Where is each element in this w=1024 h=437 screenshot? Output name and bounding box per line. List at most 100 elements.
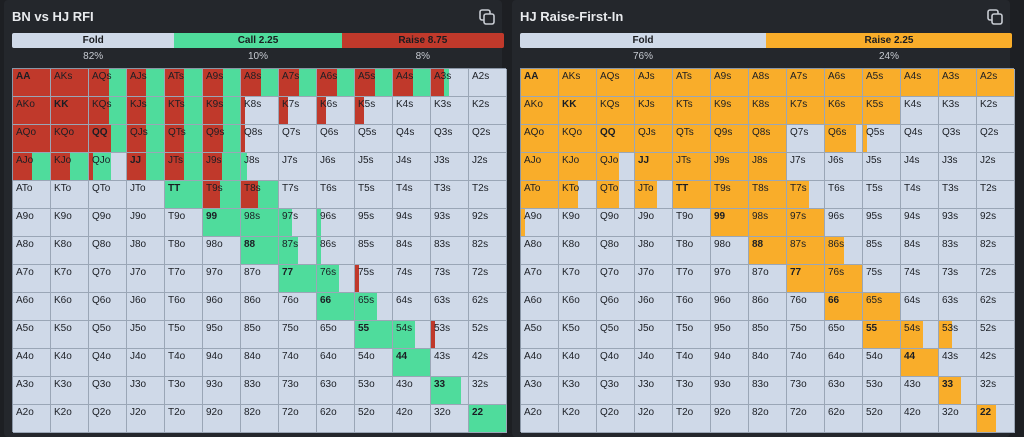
hand-cell-t3o[interactable]: T3o bbox=[165, 377, 203, 405]
hand-cell-a4s[interactable]: A4s bbox=[901, 69, 939, 97]
hand-cell-44[interactable]: 44 bbox=[901, 349, 939, 377]
hand-cell-t9s[interactable]: T9s bbox=[711, 181, 749, 209]
hand-cell-64o[interactable]: 64o bbox=[825, 349, 863, 377]
hand-cell-qjo[interactable]: QJo bbox=[89, 153, 127, 181]
hand-cell-94s[interactable]: 94s bbox=[393, 209, 431, 237]
hand-cell-98o[interactable]: 98o bbox=[711, 237, 749, 265]
hand-cell-kjs[interactable]: KJs bbox=[635, 97, 673, 125]
hand-cell-a6s[interactable]: A6s bbox=[825, 69, 863, 97]
hand-cell-86s[interactable]: 86s bbox=[317, 237, 355, 265]
hand-cell-63o[interactable]: 63o bbox=[317, 377, 355, 405]
hand-cell-j4o[interactable]: J4o bbox=[127, 349, 165, 377]
hand-cell-95s[interactable]: 95s bbox=[355, 209, 393, 237]
hand-cell-t3s[interactable]: T3s bbox=[939, 181, 977, 209]
hand-cell-54s[interactable]: 54s bbox=[901, 321, 939, 349]
hand-cell-65s[interactable]: 65s bbox=[355, 293, 393, 321]
hand-cell-t2o[interactable]: T2o bbox=[673, 405, 711, 433]
hand-cell-q3s[interactable]: Q3s bbox=[431, 125, 469, 153]
hand-cell-a5o[interactable]: A5o bbox=[13, 321, 51, 349]
hand-cell-85s[interactable]: 85s bbox=[355, 237, 393, 265]
hand-cell-kqo[interactable]: KQo bbox=[559, 125, 597, 153]
hand-cell-63o[interactable]: 63o bbox=[825, 377, 863, 405]
hand-cell-93o[interactable]: 93o bbox=[203, 377, 241, 405]
hand-cell-q6o[interactable]: Q6o bbox=[597, 293, 635, 321]
hand-cell-98s[interactable]: 98s bbox=[241, 209, 279, 237]
hand-cell-73o[interactable]: 73o bbox=[787, 377, 825, 405]
hand-cell-tt[interactable]: TT bbox=[165, 181, 203, 209]
hand-cell-83o[interactable]: 83o bbox=[749, 377, 787, 405]
hand-cell-t6s[interactable]: T6s bbox=[825, 181, 863, 209]
hand-cell-j2s[interactable]: J2s bbox=[977, 153, 1015, 181]
hand-cell-t4s[interactable]: T4s bbox=[901, 181, 939, 209]
hand-cell-a8o[interactable]: A8o bbox=[13, 237, 51, 265]
hand-cell-j7o[interactable]: J7o bbox=[635, 265, 673, 293]
hand-cell-q2o[interactable]: Q2o bbox=[597, 405, 635, 433]
hand-cell-j4s[interactable]: J4s bbox=[393, 153, 431, 181]
hand-cell-k4o[interactable]: K4o bbox=[51, 349, 89, 377]
hand-cell-t5s[interactable]: T5s bbox=[863, 181, 901, 209]
hand-cell-97s[interactable]: 97s bbox=[787, 209, 825, 237]
hand-cell-95o[interactable]: 95o bbox=[203, 321, 241, 349]
hand-cell-87s[interactable]: 87s bbox=[787, 237, 825, 265]
hand-cell-a9s[interactable]: A9s bbox=[711, 69, 749, 97]
hand-cell-j8o[interactable]: J8o bbox=[127, 237, 165, 265]
hand-cell-a5s[interactable]: A5s bbox=[355, 69, 393, 97]
hand-cell-32o[interactable]: 32o bbox=[939, 405, 977, 433]
hand-cell-a3s[interactable]: A3s bbox=[939, 69, 977, 97]
hand-cell-k8o[interactable]: K8o bbox=[559, 237, 597, 265]
hand-cell-kts[interactable]: KTs bbox=[673, 97, 711, 125]
hand-cell-76o[interactable]: 76o bbox=[279, 293, 317, 321]
hand-cell-k6o[interactable]: K6o bbox=[559, 293, 597, 321]
hand-cell-j7s[interactable]: J7s bbox=[279, 153, 317, 181]
hand-cell-qts[interactable]: QTs bbox=[673, 125, 711, 153]
hand-cell-52s[interactable]: 52s bbox=[469, 321, 507, 349]
hand-cell-k5o[interactable]: K5o bbox=[51, 321, 89, 349]
hand-cell-kk[interactable]: KK bbox=[51, 97, 89, 125]
hand-cell-qts[interactable]: QTs bbox=[165, 125, 203, 153]
hand-cell-k7s[interactable]: K7s bbox=[787, 97, 825, 125]
hand-cell-33[interactable]: 33 bbox=[431, 377, 469, 405]
hand-cell-j8o[interactable]: J8o bbox=[635, 237, 673, 265]
hand-cell-a8o[interactable]: A8o bbox=[521, 237, 559, 265]
action-fold-segment[interactable]: Fold bbox=[12, 33, 175, 48]
hand-cell-99[interactable]: 99 bbox=[711, 209, 749, 237]
hand-cell-75o[interactable]: 75o bbox=[787, 321, 825, 349]
hand-cell-k6s[interactable]: K6s bbox=[825, 97, 863, 125]
hand-cell-t9s[interactable]: T9s bbox=[203, 181, 241, 209]
hand-cell-75s[interactable]: 75s bbox=[863, 265, 901, 293]
hand-cell-jto[interactable]: JTo bbox=[127, 181, 165, 209]
hand-cell-q2s[interactable]: Q2s bbox=[469, 125, 507, 153]
hand-cell-75s[interactable]: 75s bbox=[355, 265, 393, 293]
hand-cell-j7o[interactable]: J7o bbox=[127, 265, 165, 293]
hand-cell-k7o[interactable]: K7o bbox=[559, 265, 597, 293]
hand-cell-q8o[interactable]: Q8o bbox=[597, 237, 635, 265]
hand-cell-j2o[interactable]: J2o bbox=[635, 405, 673, 433]
hand-cell-k9s[interactable]: K9s bbox=[711, 97, 749, 125]
hand-cell-94o[interactable]: 94o bbox=[203, 349, 241, 377]
hand-cell-97o[interactable]: 97o bbox=[711, 265, 749, 293]
hand-cell-q6s[interactable]: Q6s bbox=[825, 125, 863, 153]
hand-cell-k6o[interactable]: K6o bbox=[51, 293, 89, 321]
hand-cell-98o[interactable]: 98o bbox=[203, 237, 241, 265]
hand-cell-a5s[interactable]: A5s bbox=[863, 69, 901, 97]
hand-cell-52o[interactable]: 52o bbox=[355, 405, 393, 433]
hand-cell-t4o[interactable]: T4o bbox=[165, 349, 203, 377]
hand-cell-92s[interactable]: 92s bbox=[977, 209, 1015, 237]
hand-cell-72s[interactable]: 72s bbox=[977, 265, 1015, 293]
hand-cell-82o[interactable]: 82o bbox=[241, 405, 279, 433]
hand-cell-82s[interactable]: 82s bbox=[469, 237, 507, 265]
hand-cell-85o[interactable]: 85o bbox=[241, 321, 279, 349]
hand-cell-q9o[interactable]: Q9o bbox=[597, 209, 635, 237]
hand-cell-q5o[interactable]: Q5o bbox=[89, 321, 127, 349]
hand-cell-94s[interactable]: 94s bbox=[901, 209, 939, 237]
hand-cell-42s[interactable]: 42s bbox=[977, 349, 1015, 377]
hand-cell-52o[interactable]: 52o bbox=[863, 405, 901, 433]
hand-cell-73s[interactable]: 73s bbox=[431, 265, 469, 293]
hand-cell-a6o[interactable]: A6o bbox=[13, 293, 51, 321]
hand-cell-a9o[interactable]: A9o bbox=[13, 209, 51, 237]
hand-cell-aqo[interactable]: AQo bbox=[521, 125, 559, 153]
hand-cell-54s[interactable]: 54s bbox=[393, 321, 431, 349]
hand-cell-74s[interactable]: 74s bbox=[393, 265, 431, 293]
hand-cell-q4o[interactable]: Q4o bbox=[597, 349, 635, 377]
hand-cell-ajs[interactable]: AJs bbox=[635, 69, 673, 97]
